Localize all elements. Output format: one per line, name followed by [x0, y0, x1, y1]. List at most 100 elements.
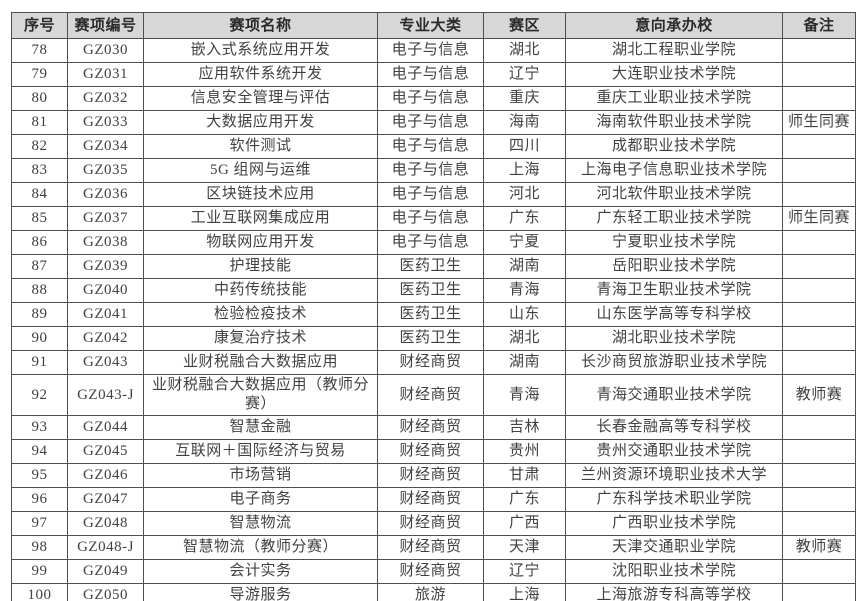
table-row: 81 GZ033 大数据应用开发 电子与信息 海南 海南软件职业技术学院 师生同赛	[11, 110, 856, 135]
table-row: 90 GZ042 康复治疗技术 医药卫生 湖北 湖北职业技术学院	[11, 326, 856, 351]
cell-category: 医药卫生	[377, 302, 484, 327]
cell-code: GZ033	[67, 110, 144, 135]
cell-name: 5G 组网与运维	[143, 158, 378, 183]
cell-region: 重庆	[483, 86, 566, 111]
cell-code: GZ041	[67, 302, 144, 327]
cell-school: 湖北职业技术学院	[565, 326, 783, 351]
col-header-category: 专业大类	[377, 12, 484, 39]
cell-name: 电子商务	[143, 487, 378, 512]
cell-region: 海南	[483, 110, 566, 135]
cell-region: 湖北	[483, 326, 566, 351]
cell-name: 大数据应用开发	[143, 110, 378, 135]
cell-index: 83	[11, 158, 68, 183]
cell-note	[782, 158, 856, 183]
cell-code: GZ048-J	[67, 535, 144, 560]
cell-school: 贵州交通职业技术学院	[565, 439, 783, 464]
cell-category: 医药卫生	[377, 278, 484, 303]
cell-school: 河北软件职业技术学院	[565, 182, 783, 207]
cell-school: 大连职业技术学院	[565, 62, 783, 87]
events-table: 序号 赛项编号 赛项名称 专业大类 赛区 意向承办校 备注 78 GZ030 嵌入式…	[11, 12, 856, 601]
cell-region: 宁夏	[483, 230, 566, 255]
cell-note: 教师赛	[782, 535, 856, 560]
cell-region: 广东	[483, 487, 566, 512]
cell-index: 100	[11, 583, 68, 601]
cell-school: 长沙商贸旅游职业技术学院	[565, 350, 783, 375]
table-row: 95 GZ046 市场营销 财经商贸 甘肃 兰州资源环境职业技术大学	[11, 463, 856, 488]
cell-name: 市场营销	[143, 463, 378, 488]
table-row: 100 GZ050 导游服务 旅游 上海 上海旅游专科高等学校	[11, 583, 856, 601]
cell-index: 87	[11, 254, 68, 279]
table-row: 87 GZ039 护理技能 医药卫生 湖南 岳阳职业技术学院	[11, 254, 856, 279]
cell-school: 天津交通职业学院	[565, 535, 783, 560]
cell-category: 财经商贸	[377, 559, 484, 584]
cell-category: 财经商贸	[377, 415, 484, 440]
table-row: 84 GZ036 区块链技术应用 电子与信息 河北 河北软件职业技术学院	[11, 182, 856, 207]
cell-index: 94	[11, 439, 68, 464]
cell-name: 导游服务	[143, 583, 378, 601]
cell-school: 兰州资源环境职业技术大学	[565, 463, 783, 488]
cell-index: 93	[11, 415, 68, 440]
cell-school: 沈阳职业技术学院	[565, 559, 783, 584]
cell-code: GZ043	[67, 350, 144, 375]
cell-region: 辽宁	[483, 62, 566, 87]
cell-name: 互联网＋国际经济与贸易	[143, 439, 378, 464]
cell-code: GZ040	[67, 278, 144, 303]
table-row: 92 GZ043-J 业财税融合大数据应用（教师分赛） 财经商贸 青海 青海交通职业技术学…	[11, 374, 856, 416]
cell-code: GZ036	[67, 182, 144, 207]
cell-region: 甘肃	[483, 463, 566, 488]
cell-index: 97	[11, 511, 68, 536]
cell-code: GZ048	[67, 511, 144, 536]
cell-note: 教师赛	[782, 374, 856, 416]
cell-index: 84	[11, 182, 68, 207]
cell-code: GZ044	[67, 415, 144, 440]
cell-index: 92	[11, 374, 68, 416]
cell-region: 四川	[483, 134, 566, 159]
cell-region: 贵州	[483, 439, 566, 464]
cell-note	[782, 439, 856, 464]
table-row: 79 GZ031 应用软件系统开发 电子与信息 辽宁 大连职业技术学院	[11, 62, 856, 87]
table-row: 93 GZ044 智慧金融 财经商贸 吉林 长春金融高等专科学校	[11, 415, 856, 440]
cell-region: 广西	[483, 511, 566, 536]
cell-category: 财经商贸	[377, 374, 484, 416]
table-row: 88 GZ040 中药传统技能 医药卫生 青海 青海卫生职业技术学院	[11, 278, 856, 303]
table-row: 80 GZ032 信息安全管理与评估 电子与信息 重庆 重庆工业职业技术学院	[11, 86, 856, 111]
cell-note	[782, 350, 856, 375]
cell-school: 青海卫生职业技术学院	[565, 278, 783, 303]
cell-name: 智慧物流	[143, 511, 378, 536]
cell-note	[782, 302, 856, 327]
cell-school: 广东科学技术职业学院	[565, 487, 783, 512]
cell-school: 长春金融高等专科学校	[565, 415, 783, 440]
cell-name: 应用软件系统开发	[143, 62, 378, 87]
cell-category: 电子与信息	[377, 38, 484, 63]
cell-note	[782, 559, 856, 584]
cell-category: 财经商贸	[377, 511, 484, 536]
cell-school: 山东医学高等专科学校	[565, 302, 783, 327]
cell-index: 95	[11, 463, 68, 488]
cell-note	[782, 463, 856, 488]
cell-category: 财经商贸	[377, 350, 484, 375]
cell-region: 辽宁	[483, 559, 566, 584]
cell-name: 护理技能	[143, 254, 378, 279]
cell-school: 岳阳职业技术学院	[565, 254, 783, 279]
cell-index: 96	[11, 487, 68, 512]
cell-code: GZ031	[67, 62, 144, 87]
cell-name: 康复治疗技术	[143, 326, 378, 351]
cell-note	[782, 134, 856, 159]
table-row: 82 GZ034 软件测试 电子与信息 四川 成都职业技术学院	[11, 134, 856, 159]
cell-name: 工业互联网集成应用	[143, 206, 378, 231]
cell-name: 区块链技术应用	[143, 182, 378, 207]
table-row: 99 GZ049 会计实务 财经商贸 辽宁 沈阳职业技术学院	[11, 559, 856, 584]
cell-note	[782, 583, 856, 601]
cell-note	[782, 326, 856, 351]
cell-name: 智慧金融	[143, 415, 378, 440]
cell-name: 嵌入式系统应用开发	[143, 38, 378, 63]
col-header-school: 意向承办校	[565, 12, 783, 39]
cell-code: GZ034	[67, 134, 144, 159]
cell-index: 86	[11, 230, 68, 255]
cell-index: 99	[11, 559, 68, 584]
cell-category: 医药卫生	[377, 254, 484, 279]
cell-code: GZ042	[67, 326, 144, 351]
cell-name: 物联网应用开发	[143, 230, 378, 255]
cell-index: 89	[11, 302, 68, 327]
